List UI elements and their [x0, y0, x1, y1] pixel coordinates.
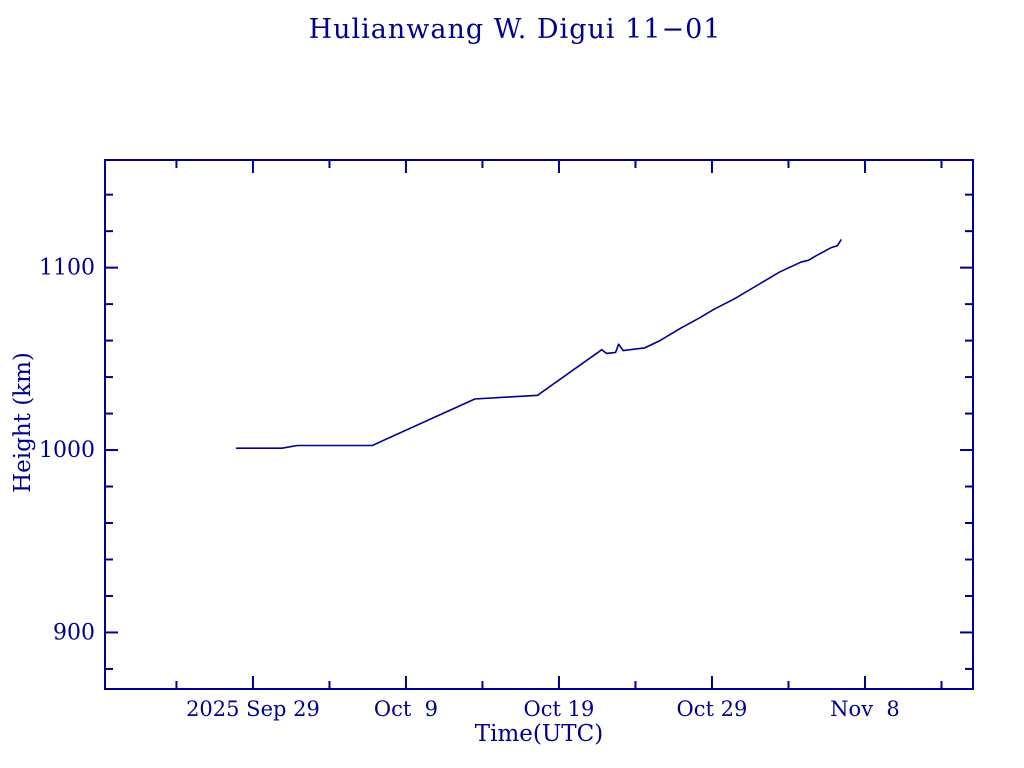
x-tick-label: Oct 19 — [524, 697, 595, 721]
x-tick-label: 2025 Sep 29 — [186, 697, 320, 721]
y-tick-label: 1100 — [39, 256, 95, 281]
y-tick-label: 1000 — [39, 438, 95, 463]
axis-frame — [104, 159, 974, 690]
y-tick-label: 900 — [53, 620, 95, 645]
x-tick-label: Oct 29 — [677, 697, 748, 721]
chart-title: Hulianwang W. Digui 11−01 — [308, 14, 722, 45]
x-tick-label: Oct 9 — [374, 697, 438, 721]
x-axis-label: Time(UTC) — [475, 721, 603, 747]
y-axis-label: Height (km) — [10, 352, 36, 493]
x-tick-label: Nov 8 — [830, 697, 900, 721]
series-line-satellite-height — [236, 238, 842, 450]
